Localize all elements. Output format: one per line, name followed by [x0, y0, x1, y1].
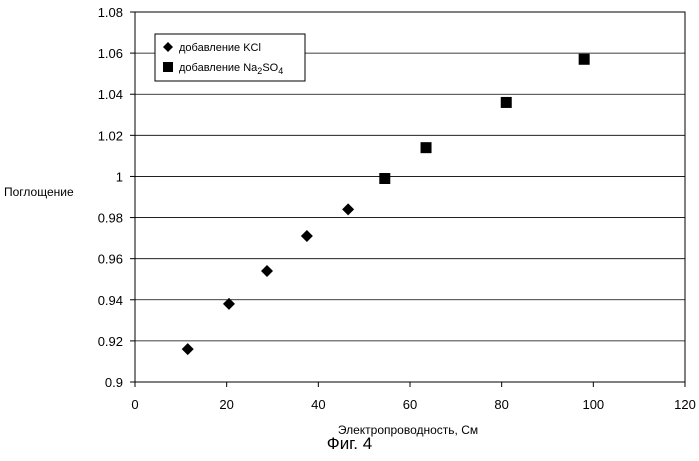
- kcl-data-point: [261, 265, 273, 277]
- figure-caption: Фиг. 4: [0, 434, 699, 454]
- kcl-data-point: [182, 343, 194, 355]
- legend: добавление KCl добавление Na2SO4: [155, 34, 305, 81]
- y-tick-label: 1.08: [98, 5, 123, 20]
- x-tick-label: 20: [219, 397, 233, 412]
- na2so4-data-point: [579, 54, 590, 65]
- y-tick-label: 0.94: [98, 293, 123, 308]
- data-points: [182, 54, 590, 355]
- na2so4-data-point: [379, 173, 390, 184]
- x-tick-label: 100: [582, 397, 604, 412]
- x-tick-label: 80: [494, 397, 508, 412]
- y-tick-label: 1.06: [98, 46, 123, 61]
- y-tick-label: 1.02: [98, 128, 123, 143]
- na2so4-data-point: [501, 97, 512, 108]
- gridlines: [135, 53, 685, 341]
- legend-entry-na2so4: добавление Na2SO4: [179, 62, 283, 76]
- y-tick-label: 0.92: [98, 334, 123, 349]
- y-tick-label: 0.96: [98, 252, 123, 267]
- y-tick-label: 1.04: [98, 87, 123, 102]
- y-axis-title: Поглощение: [4, 185, 74, 199]
- x-tick-label: 0: [131, 397, 138, 412]
- x-tick-label: 40: [311, 397, 325, 412]
- legend-square-marker: [163, 62, 173, 72]
- legend-entry-kcl: добавление KCl: [179, 42, 261, 54]
- kcl-data-point: [301, 230, 313, 242]
- na2so4-data-point: [421, 142, 432, 153]
- y-tick-label: 1: [116, 169, 123, 184]
- x-tick-label: 120: [674, 397, 696, 412]
- kcl-data-point: [342, 203, 354, 215]
- y-tick-label: 0.98: [98, 211, 123, 226]
- scatter-chart: 0.9 0.92 0.94 0.96 0.98 1 1.02 1.04 1.06 1.08 0 20 4…: [0, 0, 699, 440]
- y-tick-label: 0.9: [105, 375, 123, 390]
- x-tick-label: 60: [403, 397, 417, 412]
